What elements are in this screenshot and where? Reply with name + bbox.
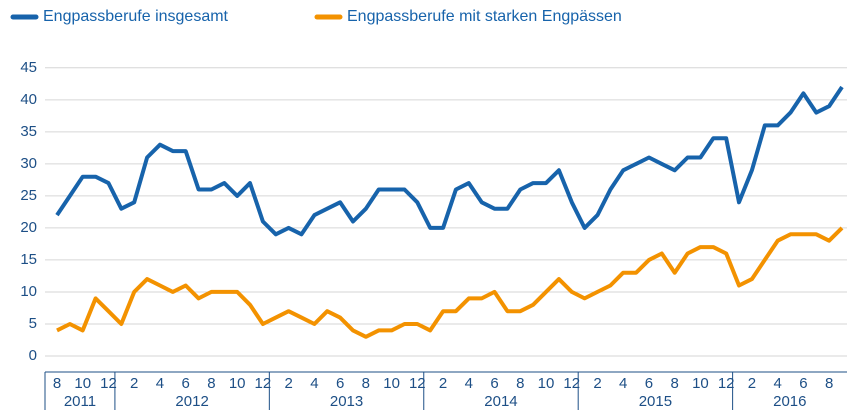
x-tick-label: 4 xyxy=(619,375,627,392)
x-tick-label: 12 xyxy=(718,375,735,392)
x-tick-label: 4 xyxy=(156,375,164,392)
y-tick-label: 40 xyxy=(20,91,37,108)
x-tick-label: 6 xyxy=(490,375,498,392)
x-tick-label: 10 xyxy=(229,375,246,392)
x-tick-label: 6 xyxy=(799,375,807,392)
year-label: 2012 xyxy=(175,393,208,410)
y-tick-label: 45 xyxy=(20,59,37,76)
x-tick-label: 2 xyxy=(130,375,138,392)
year-label: 2016 xyxy=(773,393,806,410)
y-tick-label: 35 xyxy=(20,123,37,140)
y-tick-label: 30 xyxy=(20,155,37,172)
year-label: 2013 xyxy=(330,393,363,410)
x-tick-label: 10 xyxy=(538,375,555,392)
series-line xyxy=(56,226,844,339)
series-line xyxy=(55,85,844,237)
x-tick-label: 2 xyxy=(593,375,601,392)
y-tick-label: 0 xyxy=(29,347,37,364)
y-tick-label: 25 xyxy=(20,187,37,204)
x-tick-label: 10 xyxy=(692,375,709,392)
x-tick-label: 2 xyxy=(748,375,756,392)
x-tick-label: 2 xyxy=(284,375,292,392)
x-tick-label: 8 xyxy=(671,375,679,392)
x-tick-label: 8 xyxy=(207,375,215,392)
x-tick-label: 4 xyxy=(773,375,781,392)
year-label: 2015 xyxy=(639,393,672,410)
x-tick-label: 6 xyxy=(645,375,653,392)
x-tick-label: 12 xyxy=(255,375,272,392)
x-tick-label: 10 xyxy=(74,375,91,392)
y-tick-label: 5 xyxy=(29,315,37,332)
year-label: 2014 xyxy=(484,393,517,410)
x-tick-label: 6 xyxy=(336,375,344,392)
x-tick-label: 4 xyxy=(310,375,318,392)
x-tick-label: 12 xyxy=(100,375,117,392)
y-tick-label: 10 xyxy=(20,283,37,300)
x-tick-label: 8 xyxy=(53,375,61,392)
x-tick-label: 8 xyxy=(362,375,370,392)
x-tick-label: 10 xyxy=(383,375,400,392)
year-label: 2011 xyxy=(64,393,96,410)
x-tick-label: 4 xyxy=(465,375,473,392)
x-tick-label: 6 xyxy=(182,375,190,392)
x-tick-label: 12 xyxy=(409,375,426,392)
x-tick-label: 2 xyxy=(439,375,447,392)
legend-label: Engpassberufe insgesamt xyxy=(43,8,229,25)
x-tick-label: 8 xyxy=(516,375,524,392)
legend-label: Engpassberufe mit starken Engpässen xyxy=(347,8,622,25)
y-tick-label: 20 xyxy=(20,219,37,236)
y-tick-label: 15 xyxy=(20,251,37,268)
x-tick-label: 12 xyxy=(563,375,580,392)
x-tick-label: 8 xyxy=(825,375,833,392)
